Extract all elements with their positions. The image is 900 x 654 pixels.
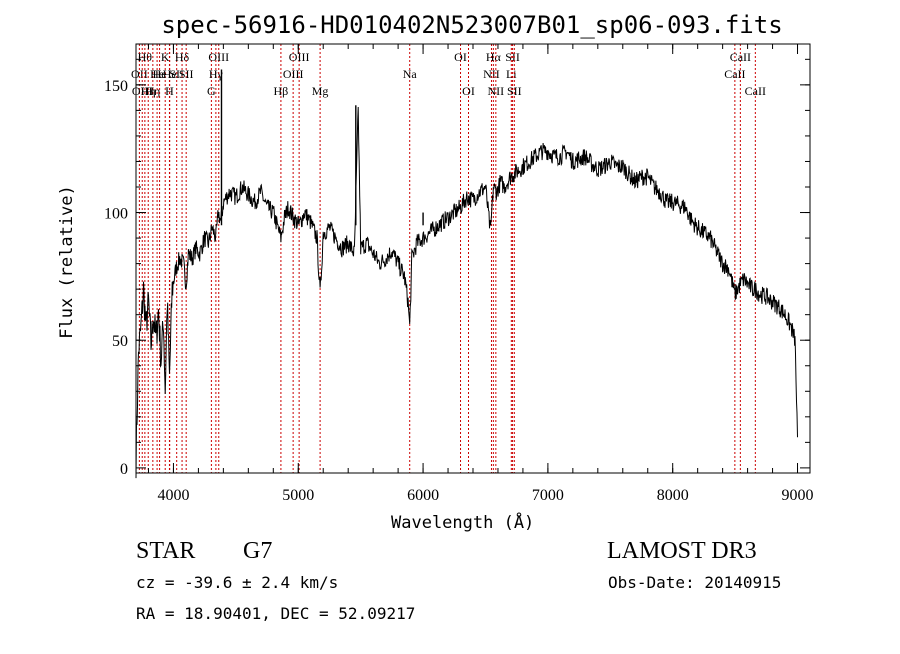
x-tick-label: 7000 xyxy=(532,487,564,504)
line-marker-label: Na xyxy=(403,67,418,81)
line-marker-label: H xyxy=(165,84,174,98)
line-marker-label: Mg xyxy=(312,84,329,98)
line-marker-label: Li xyxy=(506,67,517,81)
line-marker-label: OIII xyxy=(283,67,304,81)
line-marker-label: He xyxy=(153,67,167,81)
x-tick-label: 5000 xyxy=(282,487,314,504)
object-subclass: G7 xyxy=(243,538,273,564)
line-marker-label: NII xyxy=(483,67,500,81)
line-marker-label: SII xyxy=(169,67,184,81)
line-marker-label: OII xyxy=(131,67,148,81)
axes-layer: 4000 5000 6000 7000 8000 9000 0 50 100 150 xyxy=(104,43,814,504)
line-marker-label: SII xyxy=(505,50,520,64)
y-axis-label: Flux (relative) xyxy=(57,185,77,339)
x-tick-label: 9000 xyxy=(782,487,814,504)
line-marker-label: Hθ xyxy=(138,50,153,64)
line-marker-label: CaII xyxy=(730,50,751,64)
line-marker-label: OI xyxy=(454,50,467,64)
line-marker-label: G xyxy=(207,84,216,98)
x-tick-label: 4000 xyxy=(157,487,189,504)
line-marker-label: K xyxy=(161,50,170,64)
survey-name: LAMOST DR3 xyxy=(607,538,757,564)
line-marker-label: Hη xyxy=(145,84,160,98)
line-marker-label: Hδ xyxy=(175,50,190,64)
line-marker-label: OI xyxy=(462,84,475,98)
line-marker-label: OIII xyxy=(289,50,310,64)
line-marker-label: Hα xyxy=(486,50,502,64)
spectrum-line xyxy=(135,106,798,479)
x-tick-label: 6000 xyxy=(407,487,439,504)
line-marker-label: CaII xyxy=(745,84,766,98)
line-marker-label: Hβ xyxy=(274,84,289,98)
line-marker-label: CaII xyxy=(724,67,745,81)
coordinates: RA = 18.90401, DEC = 52.09217 xyxy=(136,604,416,623)
object-class: STAR xyxy=(136,538,196,564)
line-marker-label: OIII xyxy=(132,84,153,98)
y-tick-label: 100 xyxy=(104,206,128,223)
line-marker-label: Hη xyxy=(141,84,156,98)
obs-date: Obs-Date: 20140915 xyxy=(608,573,782,592)
x-tick-label: 8000 xyxy=(657,487,689,504)
redshift-info: cz = -39.6 ± 2.4 km/s xyxy=(136,573,339,592)
line-marker-label: He xyxy=(150,67,164,81)
line-marker-label: SII xyxy=(507,84,522,98)
y-tick-label: 50 xyxy=(112,333,128,350)
line-marker-label: He xyxy=(163,67,177,81)
y-tick-label: 0 xyxy=(120,461,128,478)
plot-frame xyxy=(135,43,811,474)
series-layer xyxy=(135,69,798,479)
x-axis-label: Wavelength (Å) xyxy=(391,511,534,533)
line-markers-layer: OIIOIIIHθHηHηHeHeKHHeSIIHδSIIGHγOIIIHβOI… xyxy=(131,44,766,473)
line-marker-label: OIII xyxy=(208,50,229,64)
line-marker-label: Hγ xyxy=(209,67,224,81)
line-marker-label: SII xyxy=(179,67,194,81)
chart-title: spec-56916-HD010402N523007B01_sp06-093.f… xyxy=(161,11,782,39)
line-marker-label: NII xyxy=(488,84,505,98)
y-tick-label: 150 xyxy=(104,78,128,95)
